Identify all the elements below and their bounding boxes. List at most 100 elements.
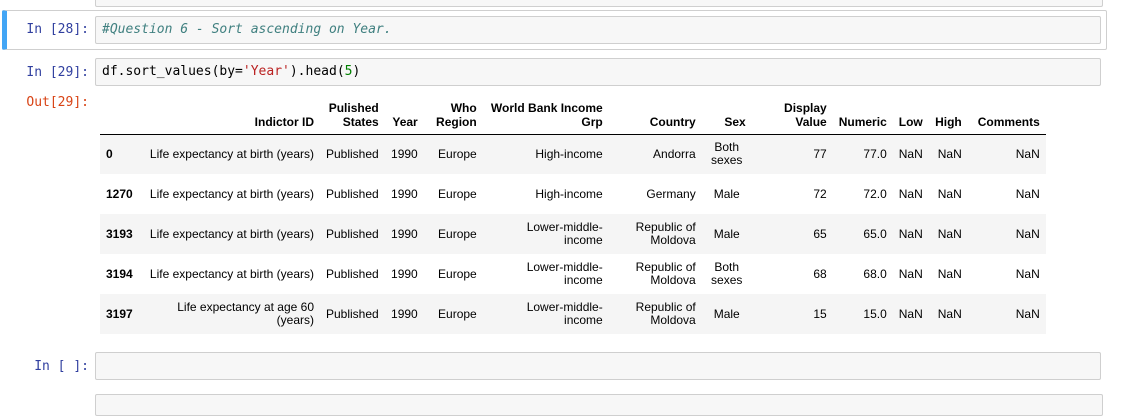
table-cell: NaN [1015, 306, 1040, 321]
table-cell: 1990 [391, 266, 418, 281]
code-input-28[interactable]: #Question 6 - Sort ascending on Year. [95, 16, 1101, 44]
table-row: 3197 Life expectancy at age 60 (years) P… [100, 294, 1046, 334]
table-cell: 1990 [391, 186, 418, 201]
table-cell: Published [326, 186, 379, 201]
column-header: Numeric [838, 114, 887, 129]
table-cell: Published [326, 146, 379, 161]
table-cell: NaN [1015, 226, 1040, 241]
table-cell: Published [326, 226, 379, 241]
next-cell-input[interactable] [95, 394, 1103, 416]
table-cell: NaN [898, 146, 923, 161]
code-input-29[interactable]: df.sort_values(by='Year').head(5) [95, 58, 1101, 86]
table-cell: Europe [438, 266, 477, 281]
column-header: Sex [724, 114, 746, 129]
column-header: Year [392, 114, 418, 129]
input-prompt-empty: In [ ]: [34, 359, 89, 374]
previous-cell-input[interactable] [95, 0, 1103, 7]
input-prompt-29: In [29]: [26, 65, 89, 80]
code-text: df.sort_values(by= [102, 64, 243, 79]
table-cell: Lower-middle-income [526, 260, 603, 287]
column-header: Country [649, 114, 696, 129]
table-cell: Germany [646, 186, 696, 201]
table-cell: NaN [1015, 266, 1040, 281]
table-cell: Life expectancy at age 60 (years) [177, 300, 314, 327]
code-string: 'Year' [242, 64, 290, 79]
table-cell: Male [713, 186, 740, 201]
table-row: 0 Life expectancy at birth (years) Publi… [100, 134, 1046, 174]
input-prompt-28: In [28]: [26, 22, 89, 37]
table-cell: 68 [813, 266, 827, 281]
table-cell: NaN [898, 226, 923, 241]
table-cell: 77.0 [863, 146, 887, 161]
table-cell: Europe [438, 146, 477, 161]
row-index: 1270 [106, 187, 133, 201]
column-header: Display Value [784, 100, 827, 129]
table-cell: Life expectancy at birth (years) [149, 146, 314, 161]
table-cell: 15.0 [863, 306, 887, 321]
row-index: 0 [106, 147, 113, 162]
column-header: Indictor ID [254, 114, 314, 129]
code-comment: #Question 6 - Sort ascending on Year. [102, 22, 392, 37]
table-cell: Male [713, 226, 740, 241]
output-prompt-29: Out[29]: [26, 95, 89, 110]
column-header: Pulished States [328, 100, 379, 129]
table-cell: Andorra [653, 146, 696, 161]
table-cell: Life expectancy at birth (years) [149, 226, 314, 241]
table-cell: 1990 [391, 306, 418, 321]
row-index: 3193 [106, 227, 133, 241]
table-cell: Lower-middle-income [526, 220, 603, 247]
table-cell: Both sexes [711, 140, 743, 168]
table-cell: Lower-middle-income [526, 300, 603, 327]
column-header: Who Region [436, 100, 477, 129]
selected-cell[interactable] [2, 10, 1107, 50]
table-cell: High-income [535, 186, 603, 201]
column-header: Low [898, 114, 923, 129]
table-header-row: Indictor ID Pulished States Year Who Reg… [100, 96, 1046, 134]
table-cell: NaN [937, 266, 962, 281]
table-cell: 72 [813, 186, 827, 201]
code-number: 5 [344, 64, 353, 79]
table-cell: NaN [937, 146, 962, 161]
table-cell: NaN [937, 226, 962, 241]
code-text: ) [352, 64, 361, 79]
table-cell: High-income [535, 146, 603, 161]
column-header: World Bank Income Grp [490, 100, 603, 129]
table-row: 3194 Life expectancy at birth (years) Pu… [100, 254, 1046, 294]
table-cell: NaN [1015, 146, 1040, 161]
table-cell: Europe [438, 186, 477, 201]
table-cell: 77 [813, 146, 827, 161]
column-header: High [935, 114, 962, 129]
table-cell: 68.0 [863, 266, 887, 281]
table-cell: Europe [438, 226, 477, 241]
table-cell: Republic of Moldova [635, 260, 696, 287]
table-cell: 15 [813, 306, 827, 321]
row-index: 3197 [106, 307, 133, 321]
table-cell: Republic of Moldova [635, 300, 696, 327]
table-cell: Published [326, 306, 379, 321]
table-cell: 1990 [391, 146, 418, 161]
table-cell: Life expectancy at birth (years) [149, 186, 314, 201]
table-cell: 1990 [391, 226, 418, 241]
table-cell: Europe [438, 306, 477, 321]
column-header: Comments [977, 114, 1040, 129]
table-cell: NaN [898, 266, 923, 281]
index-header [100, 96, 140, 134]
code-input-empty[interactable] [95, 352, 1101, 380]
table-cell: 65 [813, 226, 827, 241]
table-cell: NaN [937, 186, 962, 201]
dataframe-output: Indictor ID Pulished States Year Who Reg… [100, 96, 1046, 334]
table-cell: NaN [898, 186, 923, 201]
table-cell: Both sexes [711, 260, 743, 287]
table-cell: 65.0 [863, 226, 887, 241]
table-cell: Republic of Moldova [635, 220, 696, 247]
table-cell: Male [713, 306, 740, 321]
table-cell: Life expectancy at birth (years) [149, 266, 314, 281]
table-row: 3193 Life expectancy at birth (years) Pu… [100, 214, 1046, 254]
table-cell: NaN [898, 306, 923, 321]
table-cell: NaN [937, 306, 962, 321]
row-index: 3194 [106, 267, 133, 281]
table-row: 1270 Life expectancy at birth (years) Pu… [100, 174, 1046, 214]
table-cell: 72.0 [863, 186, 887, 201]
code-text: ).head( [289, 64, 345, 79]
table-cell: Published [326, 266, 379, 281]
